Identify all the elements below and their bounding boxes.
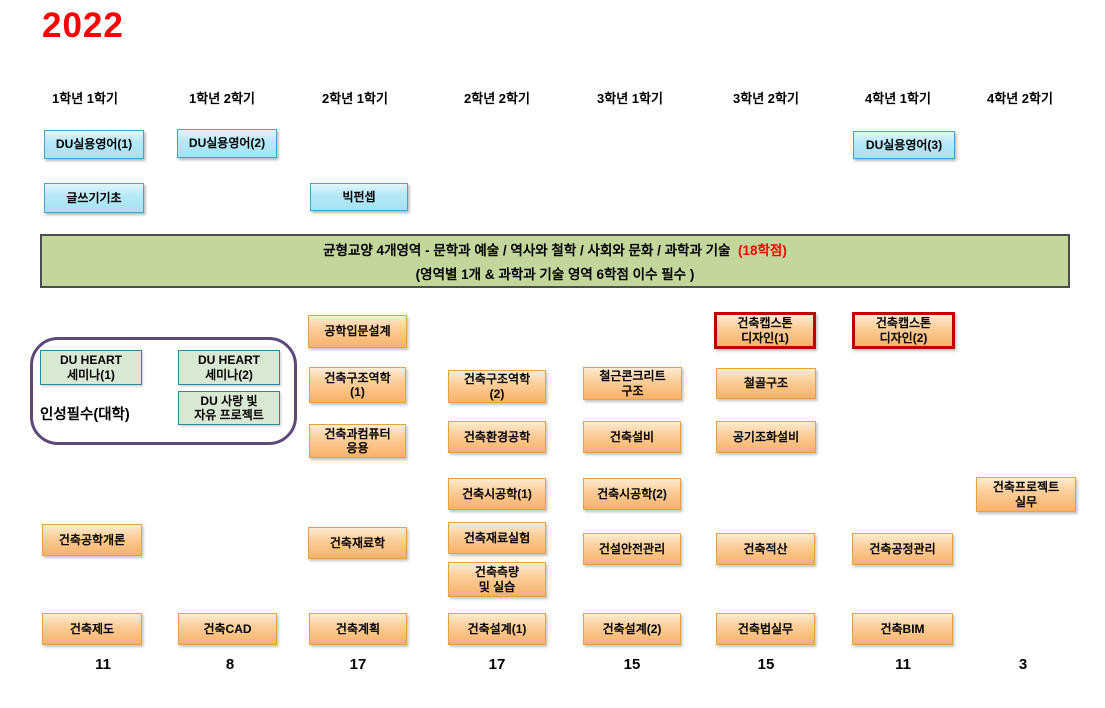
semester-header-4: 2학년 2학기 — [464, 91, 530, 106]
course-surveying: 건축측량 및 실습 — [448, 562, 546, 597]
liberal-arts-banner: 균형교양 4개영역 - 문학과 예술 / 역사와 철학 / 사회와 문화 / 과… — [40, 234, 1070, 288]
course-computer-applications: 건축과컴퓨터 응용 — [309, 424, 406, 458]
course-arch-cad: 건축CAD — [178, 613, 277, 645]
semester-header-8: 4학년 2학기 — [987, 91, 1053, 106]
course-hvac: 공기조화설비 — [716, 421, 816, 453]
course-arch-planning: 건축계획 — [309, 613, 407, 645]
course-arch-design-1: 건축설계(1) — [448, 613, 546, 645]
course-building-law: 건축법실무 — [716, 613, 815, 645]
course-arch-drafting: 건축제도 — [42, 613, 142, 645]
course-intro-arch-engineering: 건축공학개론 — [42, 524, 142, 556]
credits-semester-1: 11 — [95, 656, 111, 673]
semester-header-2: 1학년 2학기 — [189, 91, 255, 106]
banner-credit: (18학점) — [738, 243, 787, 258]
course-heart-seminar-2: DU HEART 세미나(2) — [178, 350, 280, 385]
course-arch-design-2: 건축설계(2) — [583, 613, 681, 645]
course-building-services: 건축설비 — [583, 421, 681, 453]
course-du-english-2: DU실용영어(2) — [177, 129, 277, 158]
personality-required-frame — [30, 337, 297, 445]
course-heart-seminar-1: DU HEART 세미나(1) — [40, 350, 142, 385]
course-writing-basics: 글쓰기기초 — [44, 183, 144, 213]
course-construction-engineering-2: 건축시공학(2) — [583, 478, 681, 510]
credits-semester-7: 11 — [895, 656, 911, 673]
course-construction-engineering-1: 건축시공학(1) — [448, 478, 546, 510]
course-love-light-freedom-project: DU 사랑 빛 자유 프로젝트 — [178, 391, 280, 425]
course-arch-bim: 건축BIM — [852, 613, 953, 645]
credits-semester-6: 15 — [757, 656, 775, 673]
semester-header-1: 1학년 1학기 — [52, 91, 118, 106]
course-du-english-3: DU실용영어(3) — [853, 131, 955, 159]
course-structural-mechanics-2: 건축구조역학 (2) — [448, 370, 546, 403]
course-materials-lab: 건축재료실험 — [448, 522, 546, 554]
course-big-fun-concept: 빅펀셉 — [310, 183, 408, 211]
course-process-management: 건축공정관리 — [852, 533, 953, 565]
course-du-english-1: DU실용영어(1) — [44, 130, 144, 159]
credits-semester-8: 3 — [1018, 656, 1028, 673]
course-intro-engineering-design: 공학입문설계 — [308, 315, 407, 348]
course-environmental-engineering: 건축환경공학 — [448, 421, 546, 453]
course-cost-estimation: 건축적산 — [716, 533, 815, 565]
course-building-materials: 건축재료학 — [308, 527, 407, 559]
semester-header-7: 4학년 1학기 — [865, 91, 931, 106]
personality-required-label: 인성필수(대학) — [40, 407, 130, 423]
course-project-practice: 건축프로젝트 실무 — [976, 477, 1076, 512]
course-capstone-design-1: 건축캡스톤 디자인(1) — [714, 312, 816, 349]
semester-header-3: 2학년 1학기 — [322, 91, 388, 106]
credits-semester-2: 8 — [225, 656, 235, 673]
banner-text: 균형교양 4개영역 - 문학과 예술 / 역사와 철학 / 사회와 문화 / 과… — [323, 243, 731, 258]
banner-line-1: 균형교양 4개영역 - 문학과 예술 / 역사와 철학 / 사회와 문화 / 과… — [42, 239, 1068, 259]
credits-semester-4: 17 — [488, 656, 506, 673]
course-capstone-design-2: 건축캡스톤 디자인(2) — [852, 312, 955, 349]
course-rc-structures: 철근콘크리트 구조 — [583, 367, 682, 400]
semester-header-5: 3학년 1학기 — [597, 91, 663, 106]
banner-line-2: (영역별 1개 & 과학과 기술 영역 6학점 이수 필수 ) — [415, 267, 695, 282]
credits-semester-5: 15 — [623, 656, 641, 673]
semester-header-6: 3학년 2학기 — [733, 91, 799, 106]
credits-semester-3: 17 — [349, 656, 367, 673]
year-title: 2022 — [42, 6, 124, 45]
course-structural-mechanics-1: 건축구조역학 (1) — [309, 367, 406, 403]
course-steel-structures: 철골구조 — [716, 368, 816, 399]
course-construction-safety: 건설안전관리 — [583, 533, 681, 565]
